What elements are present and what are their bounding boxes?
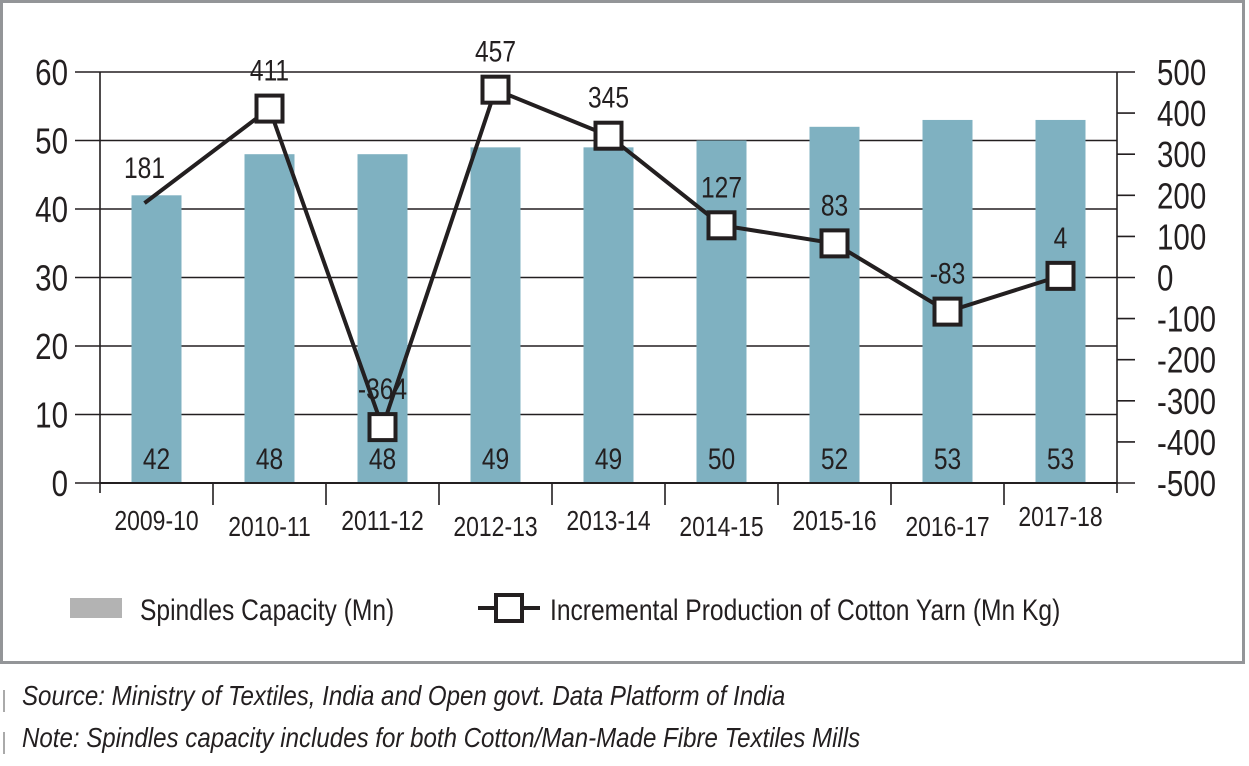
legend-marker-swatch: [494, 593, 524, 623]
bar-data-label: 42: [143, 442, 170, 476]
right-axis-tick-label: 400: [1157, 93, 1206, 133]
line-marker: [480, 74, 511, 105]
bar: [1035, 119, 1086, 483]
bar-data-label: 48: [369, 442, 396, 476]
line-data-label: 411: [250, 53, 289, 87]
line-data-label: 127: [701, 170, 742, 204]
line-data-label: 457: [475, 34, 516, 68]
left-axis-tick-label: 60: [35, 52, 68, 92]
right-axis-tick-label: -200: [1157, 340, 1216, 380]
source-note: Note: Spindles capacity includes for bot…: [22, 721, 860, 753]
x-axis-category-label: 2013-14: [566, 506, 650, 537]
line-data-label: 345: [588, 80, 629, 114]
left-axis-tick-label: 20: [35, 326, 68, 366]
line-data-label: 181: [124, 151, 165, 185]
x-axis-category-label: 2016-17: [905, 512, 989, 543]
chart-frame: [0, 0, 1245, 664]
bar-data-label: 49: [482, 442, 509, 476]
bar-data-label: 48: [256, 442, 283, 476]
line-marker: [1045, 260, 1076, 291]
line-data-label: 83: [821, 188, 848, 222]
x-axis-category-label: 2011-12: [341, 506, 424, 537]
line-marker: [593, 120, 624, 151]
line-marker: [367, 412, 398, 443]
left-axis-tick-label: 40: [35, 189, 68, 229]
bar-data-label: 53: [934, 442, 961, 476]
left-axis-tick-label: 0: [52, 463, 68, 503]
right-axis-tick-label: -100: [1157, 299, 1216, 339]
x-axis-category-label: 2012-13: [453, 512, 537, 543]
bar-data-label: 52: [821, 442, 848, 476]
x-axis-category-label: 2014-15: [679, 512, 763, 543]
legend-label-yarn: Incremental Production of Cotton Yarn (M…: [550, 593, 1060, 627]
right-axis-tick-label: -400: [1157, 422, 1216, 462]
right-axis-tick-label: 0: [1157, 258, 1173, 298]
right-axis-tick-label: 100: [1157, 217, 1206, 257]
right-axis-tick-label: 200: [1157, 175, 1206, 215]
bar: [131, 195, 182, 484]
line-data-label: -83: [930, 256, 966, 290]
line-data-label: 4: [1054, 221, 1068, 255]
line-marker: [819, 228, 850, 259]
bar-data-label: 50: [708, 442, 735, 476]
bar: [583, 147, 634, 483]
right-axis-tick-label: -500: [1157, 463, 1216, 503]
legend-bar-swatch: [70, 598, 122, 618]
left-axis-tick-label: 30: [35, 258, 68, 298]
bar: [809, 126, 860, 484]
line-marker: [254, 93, 285, 124]
left-axis-tick-label: 10: [35, 395, 68, 435]
bar-data-label: 53: [1047, 442, 1074, 476]
source-note: Source: Ministry of Textiles, India and …: [22, 679, 785, 711]
bar: [244, 154, 295, 483]
x-axis-category-label: 2010-11: [228, 512, 311, 543]
x-axis-category-label: 2015-16: [792, 506, 876, 537]
x-axis-category-label: 2017-18: [1018, 502, 1102, 533]
bar: [470, 147, 521, 483]
line-marker: [932, 296, 963, 327]
line-marker: [706, 210, 737, 241]
line-data-label: -364: [358, 372, 407, 406]
x-axis-category-label: 2009-10: [114, 506, 198, 537]
legend-label-spindles: Spindles Capacity (Mn): [140, 593, 394, 627]
bar: [696, 140, 747, 483]
right-axis-tick-label: -300: [1157, 381, 1216, 421]
right-axis-tick-label: 500: [1157, 52, 1206, 92]
left-axis-tick-label: 50: [35, 121, 68, 161]
right-axis-tick-label: 300: [1157, 134, 1206, 174]
bar-data-label: 49: [595, 442, 622, 476]
